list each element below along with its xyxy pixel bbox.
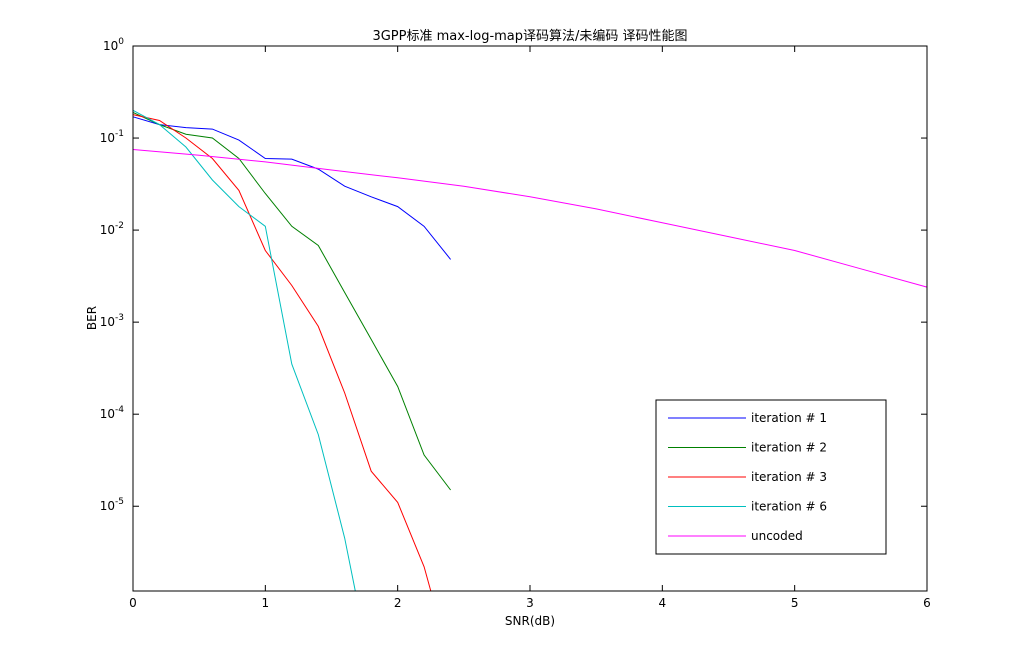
series-line-2	[132, 111, 451, 491]
y-tick-label: 10-2	[100, 221, 124, 237]
x-axis-label: SNR(dB)	[505, 614, 555, 628]
legend-label-2: iteration # 2	[751, 441, 827, 455]
y-tick-label: 100	[103, 37, 124, 53]
legend-label-4: iteration # 6	[751, 500, 827, 514]
y-tick-label: 10-4	[100, 405, 125, 421]
series-line-4	[132, 109, 356, 592]
x-tick-label: 1	[262, 596, 270, 610]
legend-label-5: uncoded	[751, 529, 803, 543]
x-tick-label: 3	[526, 596, 534, 610]
y-axis-label: BER	[85, 306, 99, 330]
y-tick-label: 10-1	[100, 129, 124, 145]
legend: iteration # 1 iteration # 2 iteration # 3 i…	[655, 399, 887, 555]
series-line-5	[132, 149, 928, 288]
x-tick-label: 2	[394, 596, 402, 610]
legend-label-3: iteration # 3	[751, 470, 827, 484]
ticks-layer: 0 1 2 3 4 5 6 100 10-1 10-2 10-3 10-4 10-5	[100, 37, 931, 610]
legend-label-1: iteration # 1	[751, 411, 827, 425]
x-tick-label: 6	[923, 596, 931, 610]
chart-title: 3GPP标准 max-log-map译码算法/未编码 译码性能图	[372, 29, 687, 44]
x-tick-label: 4	[659, 596, 667, 610]
series-layer	[132, 109, 928, 592]
series-line-3	[132, 114, 432, 592]
x-tick-label: 0	[129, 596, 137, 610]
y-tick-label: 10-3	[100, 313, 124, 329]
y-tick-label: 10-5	[100, 497, 124, 513]
series-line-1	[132, 116, 451, 260]
x-tick-label: 5	[791, 596, 799, 610]
